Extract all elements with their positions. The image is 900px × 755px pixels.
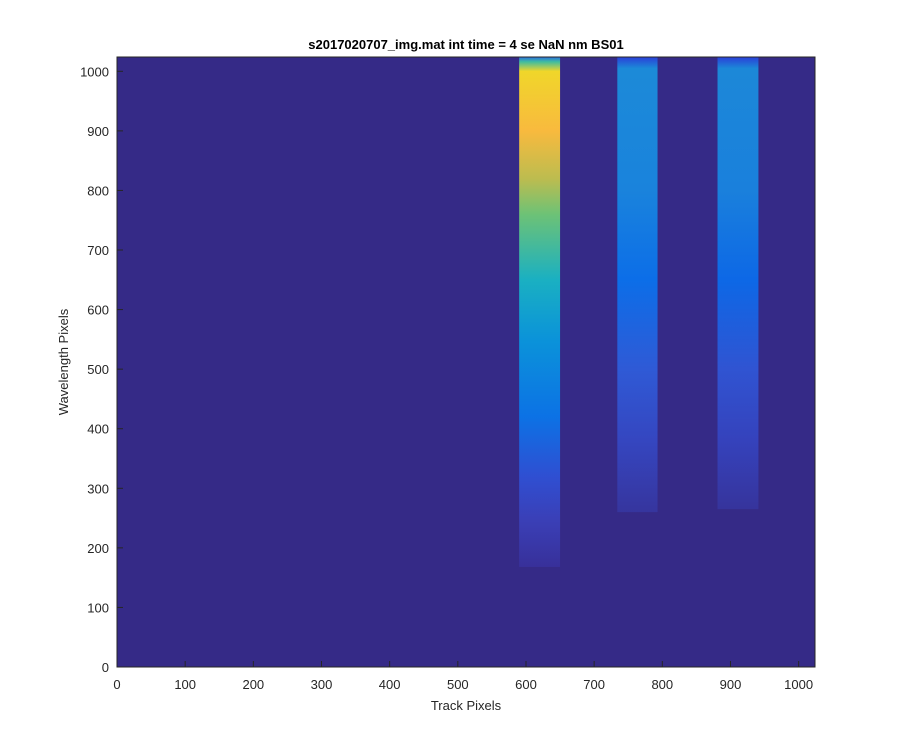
axes-box — [116, 56, 816, 668]
x-tick-label: 100 — [174, 677, 196, 692]
x-tick-label: 700 — [583, 677, 605, 692]
x-tick-label: 1000 — [784, 677, 813, 692]
y-tick-label: 600 — [87, 303, 109, 318]
x-tick-label: 800 — [651, 677, 673, 692]
y-tick-label: 1000 — [80, 64, 109, 79]
x-tick-label: 600 — [515, 677, 537, 692]
y-tick-label: 100 — [87, 600, 109, 615]
y-tick-label: 300 — [87, 481, 109, 496]
y-tick-label: 200 — [87, 541, 109, 556]
y-tick-label: 700 — [87, 243, 109, 258]
x-axis-label: Track Pixels — [431, 698, 502, 713]
y-tick-label: 500 — [87, 362, 109, 377]
x-tick-label: 500 — [447, 677, 469, 692]
x-tick-label: 0 — [113, 677, 120, 692]
x-tick-label: 300 — [311, 677, 333, 692]
y-axis-label: Wavelength Pixels — [56, 308, 71, 415]
x-tick-label: 200 — [242, 677, 264, 692]
spectrum-band — [717, 57, 759, 510]
y-tick-label: 900 — [87, 124, 109, 139]
x-tick-label: 400 — [379, 677, 401, 692]
spectrum-band — [617, 57, 658, 513]
spectrum-band — [519, 57, 561, 567]
y-tick-label: 400 — [87, 422, 109, 437]
image-background — [117, 57, 815, 667]
y-tick-label: 0 — [102, 660, 109, 675]
chart-title: s2017020707_img.mat int time = 4 se NaN … — [308, 37, 623, 52]
y-tick-label: 800 — [87, 183, 109, 198]
x-tick-label: 900 — [720, 677, 742, 692]
